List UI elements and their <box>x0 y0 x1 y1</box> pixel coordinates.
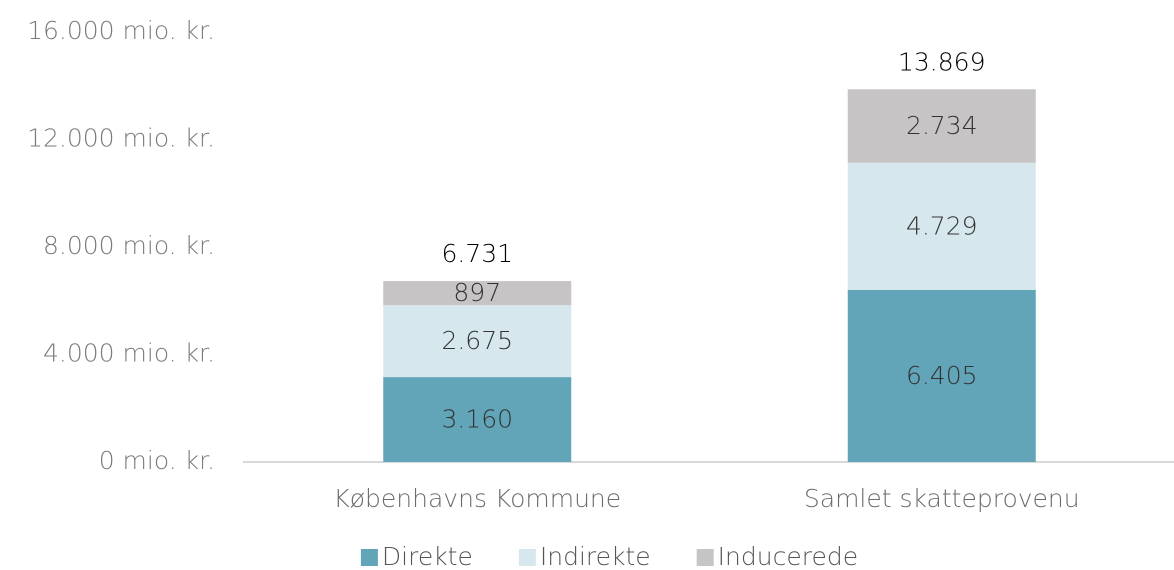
bar-segment <box>383 281 572 306</box>
bar-segment <box>847 289 1036 462</box>
bar-segment <box>383 305 572 378</box>
y-tick-label: 4.000 mio. kr. <box>43 339 215 368</box>
value-label: 2.734 <box>906 111 978 140</box>
total-label: 6.731 <box>441 239 513 268</box>
value-label: 897 <box>453 278 501 307</box>
value-label: 4.729 <box>906 211 978 240</box>
y-tick-label: 8.000 mio. kr. <box>43 231 215 260</box>
y-tick-label: 0 mio. kr. <box>99 446 215 475</box>
total-label: 13.869 <box>898 47 985 76</box>
y-tick-label: 12.000 mio. kr. <box>27 124 215 153</box>
legend-swatch <box>518 549 536 566</box>
legend-label: Indirekte <box>540 542 651 570</box>
legend-swatch <box>360 549 378 566</box>
x-tick-label: Samlet skatteprovenu <box>804 484 1080 513</box>
x-tick-label: Københavns Kommune <box>333 484 621 513</box>
bar-segment <box>383 377 572 462</box>
value-label: 6.405 <box>906 361 978 390</box>
value-label: 3.160 <box>441 405 513 434</box>
legend-swatch <box>696 549 714 566</box>
value-label: 2.675 <box>441 326 513 355</box>
legend-label: Inducerede <box>718 542 858 570</box>
legend-label: Direkte <box>382 542 473 570</box>
bar-segment <box>847 89 1036 163</box>
bar-segment <box>847 162 1036 290</box>
y-tick-label: 16.000 mio. kr. <box>27 16 215 45</box>
